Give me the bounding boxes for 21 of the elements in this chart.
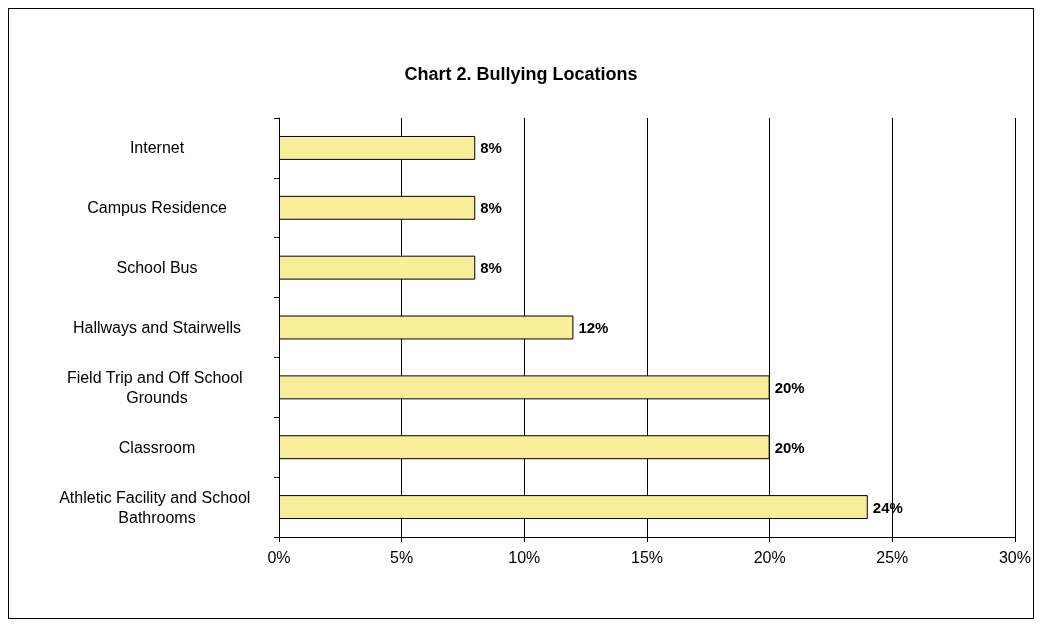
x-tick-label: 5% <box>390 548 414 566</box>
x-tick-label: 30% <box>998 548 1031 566</box>
data-label: 12% <box>578 319 609 336</box>
x-tick-label: 20% <box>753 548 786 566</box>
y-tick-label: Campus Residence <box>87 199 227 217</box>
y-tick-label: Athletic Facility and School Bathrooms <box>59 488 255 526</box>
y-tick-label: Field Trip and Off School Grounds <box>66 368 248 406</box>
data-label: 8% <box>480 139 502 157</box>
data-label: 8% <box>480 199 502 217</box>
y-tick-label: Classroom <box>118 438 196 456</box>
data-label: 20% <box>774 378 805 396</box>
x-tick-label: 25% <box>876 548 909 566</box>
data-label: 20% <box>774 438 805 456</box>
chart-title: Chart 2. Bullying Locations <box>404 64 638 84</box>
x-tick-label: 10% <box>508 548 541 566</box>
y-tick-label: School Bus <box>116 259 198 277</box>
data-label: 8% <box>480 259 502 277</box>
x-tick-label: 15% <box>630 548 664 566</box>
x-tick-label: 0% <box>267 548 291 566</box>
y-tick-label: Internet <box>129 139 185 157</box>
y-tick-label: Hallways and Stairwells <box>72 319 242 336</box>
